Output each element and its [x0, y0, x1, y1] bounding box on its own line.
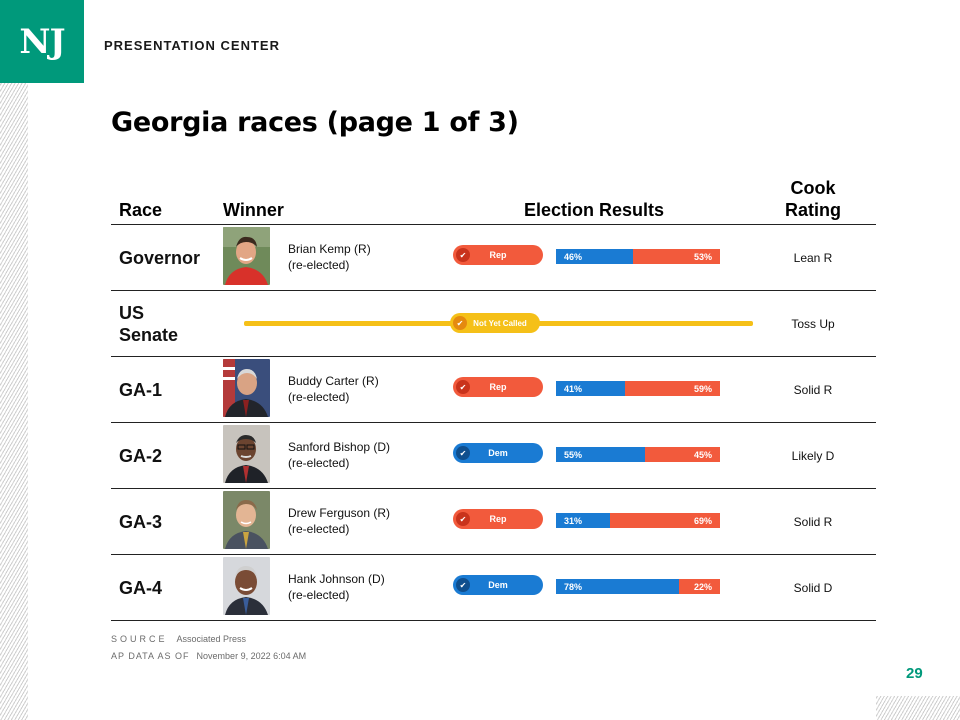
winner-name: Hank Johnson (D) — [288, 572, 385, 586]
race-name: Governor — [119, 247, 201, 268]
as-of-line: AP DATA AS OF November 9, 2022 6:04 AM — [111, 651, 306, 661]
party-pill-not-called: ✔ Not Yet Called — [450, 313, 540, 333]
race-name: GA-2 — [119, 445, 163, 466]
pill-label: Rep — [489, 250, 507, 260]
winner-status: (re-elected) — [288, 456, 350, 470]
decorative-hatch-bottom-right — [876, 696, 960, 720]
header-rating-line2: Rating — [785, 200, 841, 220]
dem-share: 31% — [556, 513, 610, 528]
table-row: GA-4 Hank Johnson (D) (re-elected) ✔ Dem… — [111, 555, 876, 621]
check-icon: ✔ — [453, 316, 467, 330]
pill-label: Rep — [489, 514, 507, 524]
cook-rating: Lean R — [793, 250, 833, 265]
party-pill-dem: ✔ Dem — [453, 575, 543, 595]
rep-share: 59% — [624, 381, 720, 396]
winner-name: Sanford Bishop (D) — [288, 440, 391, 454]
winner-info: Hank Johnson (D) (re-elected) — [288, 571, 385, 603]
source-value: Associated Press — [176, 634, 247, 644]
nj-logo: NJ — [0, 0, 84, 83]
candidate-photo — [223, 227, 270, 285]
result-bar: 46% 53% — [556, 249, 720, 264]
check-icon: ✔ — [456, 446, 470, 460]
table-row: US Senate ✔ Not Yet Called Toss Up — [111, 291, 876, 357]
check-icon: ✔ — [456, 248, 470, 262]
rep-share: 69% — [609, 513, 720, 528]
party-pill-rep: ✔ Rep — [453, 509, 543, 529]
as-of-value: November 9, 2022 6:04 AM — [196, 651, 307, 661]
check-icon: ✔ — [456, 380, 470, 394]
race-name: US Senate — [119, 302, 178, 346]
decorative-hatch-left — [0, 83, 28, 720]
race-name: GA-1 — [119, 379, 163, 400]
race-name: GA-4 — [119, 577, 163, 598]
table-row: GA-3 Drew Ferguson (R) (re-elected) ✔ Re… — [111, 489, 876, 555]
page-title: Georgia races (page 1 of 3) — [111, 107, 519, 138]
header-winner: Winner — [223, 200, 284, 220]
dem-share: 46% — [556, 249, 633, 264]
result-bar: 41% 59% — [556, 381, 720, 396]
winner-name: Buddy Carter (R) — [288, 374, 379, 388]
dem-share: 41% — [556, 381, 625, 396]
winner-name: Brian Kemp (R) — [288, 242, 371, 256]
party-pill-rep: ✔ Rep — [453, 377, 543, 397]
as-of-label: AP DATA AS OF — [111, 651, 190, 661]
dem-share: 78% — [556, 579, 680, 594]
rep-share: 53% — [632, 249, 720, 264]
header-race: Race — [119, 200, 163, 220]
table-header: Race Winner Election Results Cook Rating — [111, 172, 876, 225]
race-name-line2: Senate — [119, 324, 179, 345]
pill-label: Dem — [488, 448, 508, 458]
brand-name: PRESENTATION CENTER — [104, 38, 280, 53]
winner-info: Drew Ferguson (R) (re-elected) — [288, 505, 390, 537]
cook-rating: Toss Up — [791, 316, 835, 331]
page-number: 29 — [906, 665, 923, 682]
winner-info: Brian Kemp (R) (re-elected) — [288, 241, 371, 273]
candidate-photo — [223, 491, 270, 549]
candidate-photo — [223, 359, 270, 417]
winner-status: (re-elected) — [288, 258, 350, 272]
winner-status: (re-elected) — [288, 588, 350, 602]
winner-info: Buddy Carter (R) (re-elected) — [288, 373, 379, 405]
winner-status: (re-elected) — [288, 390, 350, 404]
candidate-photo — [223, 557, 270, 615]
pill-label: Not Yet Called — [473, 318, 527, 328]
source-label: SOURCE — [111, 634, 168, 644]
result-bar: 31% 69% — [556, 513, 720, 528]
table-row: GA-2 Sanford Bishop (D) (re-elected) ✔ D… — [111, 423, 876, 489]
cook-rating: Likely D — [791, 448, 835, 463]
candidate-photo — [223, 425, 270, 483]
results-table: Race Winner Election Results Cook Rating… — [111, 172, 876, 621]
cook-rating: Solid D — [793, 580, 833, 595]
winner-name: Drew Ferguson (R) — [288, 506, 391, 520]
pill-label: Dem — [488, 580, 508, 590]
header-results: Election Results — [524, 200, 665, 220]
party-pill-dem: ✔ Dem — [453, 443, 543, 463]
race-name: GA-3 — [119, 511, 163, 532]
header-rating-line1: Cook — [790, 178, 836, 198]
source-line: SOURCE Associated Press — [111, 634, 246, 644]
rep-share: 45% — [645, 447, 720, 462]
rep-share: 22% — [679, 579, 720, 594]
result-bar: 55% 45% — [556, 447, 720, 462]
race-name-line1: US — [119, 302, 145, 323]
winner-status: (re-elected) — [288, 522, 350, 536]
header-cook-rating: Cook Rating — [771, 177, 855, 221]
result-bar: 78% 22% — [556, 579, 720, 594]
dem-share: 55% — [556, 447, 646, 462]
pill-label: Rep — [489, 382, 507, 392]
winner-info: Sanford Bishop (D) (re-elected) — [288, 439, 390, 471]
table-row: Governor Brian Kemp (R) (re-elected) ✔ R… — [111, 225, 876, 291]
table-row: GA-1 Buddy Carter (R) (re-elected) ✔ Rep… — [111, 357, 876, 423]
party-pill-rep: ✔ Rep — [453, 245, 543, 265]
cook-rating: Solid R — [793, 382, 833, 397]
check-icon: ✔ — [456, 512, 470, 526]
cook-rating: Solid R — [793, 514, 833, 529]
check-icon: ✔ — [456, 578, 470, 592]
